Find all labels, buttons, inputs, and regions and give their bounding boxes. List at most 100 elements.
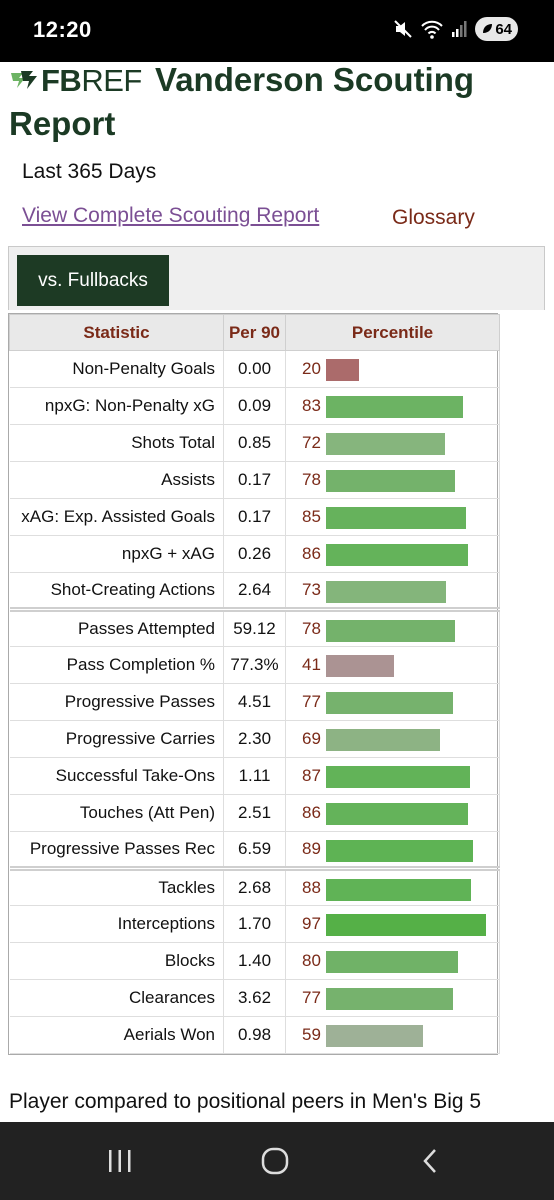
stat-per90: 3.62 — [223, 979, 286, 1017]
stat-name[interactable]: Shots Total — [9, 424, 224, 462]
stat-name[interactable]: Passes Attempted — [9, 607, 224, 647]
stat-name[interactable]: Touches (Att Pen) — [9, 794, 224, 832]
stat-percentile-cell: 80 — [285, 942, 500, 980]
header-percentile[interactable]: Percentile — [285, 314, 500, 351]
stat-per90: 2.51 — [223, 794, 286, 832]
status-bar: 12:20 64 — [0, 0, 554, 62]
stat-name[interactable]: Interceptions — [9, 905, 224, 943]
stat-per90: 1.40 — [223, 942, 286, 980]
table-row: xAG: Exp. Assisted Goals 0.17 85 — [9, 498, 500, 536]
stat-name[interactable]: Aerials Won — [9, 1016, 224, 1054]
stat-name[interactable]: Tackles — [9, 866, 224, 906]
percentile-bar — [326, 988, 453, 1010]
stat-name[interactable]: Progressive Passes — [9, 683, 224, 721]
stat-percentile-cell: 87 — [285, 757, 500, 795]
percentile-value: 86 — [302, 544, 321, 563]
stat-percentile-cell: 86 — [285, 794, 500, 832]
table-row: Clearances 3.62 77 — [9, 979, 500, 1017]
tab-vs-fullbacks[interactable]: vs. Fullbacks — [17, 255, 169, 306]
percentile-value: 78 — [302, 619, 321, 638]
stat-per90: 6.59 — [223, 831, 286, 869]
percentile-bar — [326, 655, 394, 677]
stat-name[interactable]: Pass Completion % — [9, 646, 224, 684]
percentile-bar — [326, 840, 473, 862]
percentile-bar — [326, 507, 466, 529]
stat-percentile-cell: 78 — [285, 461, 500, 499]
percentile-bar — [326, 581, 446, 603]
recent-apps-icon[interactable] — [98, 1142, 142, 1180]
fbref-logo[interactable]: FBREF — [9, 59, 142, 102]
page-title: FBREF Vanderson Scouting Report — [9, 58, 549, 145]
percentile-value: 41 — [302, 655, 321, 674]
home-icon[interactable] — [253, 1142, 297, 1180]
stat-name[interactable]: Blocks — [9, 942, 224, 980]
stat-percentile-cell: 73 — [285, 572, 500, 610]
stat-name[interactable]: npxG + xAG — [9, 535, 224, 573]
comparison-filter: vs. Fullbacks — [8, 246, 545, 310]
stat-percentile-cell: 86 — [285, 535, 500, 573]
percentile-value: 73 — [302, 580, 321, 599]
battery-indicator: 64 — [475, 17, 518, 41]
table-row: Progressive Passes Rec 6.59 89 — [9, 831, 500, 869]
percentile-bar — [326, 729, 440, 751]
table-header-row: Statistic Per 90 Percentile — [9, 314, 500, 351]
stat-name[interactable]: Shot-Creating Actions — [9, 572, 224, 610]
table-row: Assists 0.17 78 — [9, 461, 500, 499]
period-label: Last 365 Days — [22, 160, 157, 183]
stat-percentile-cell: 83 — [285, 387, 500, 425]
percentile-bar — [326, 620, 455, 642]
view-complete-report-link[interactable]: View Complete Scouting Report — [22, 204, 320, 227]
percentile-value: 89 — [302, 839, 321, 858]
table-row: Shot-Creating Actions 2.64 73 — [9, 572, 500, 610]
stat-per90: 0.09 — [223, 387, 286, 425]
comparison-note: Player compared to positional peers in M… — [9, 1090, 482, 1113]
table-row: Non-Penalty Goals 0.00 20 — [9, 350, 500, 388]
percentile-bar — [326, 803, 468, 825]
stat-per90: 0.26 — [223, 535, 286, 573]
fbref-ball-icon — [11, 71, 37, 89]
header-statistic[interactable]: Statistic — [9, 314, 224, 351]
stat-name[interactable]: xAG: Exp. Assisted Goals — [9, 498, 224, 536]
glossary-link[interactable]: Glossary — [392, 206, 475, 229]
stat-per90: 77.3% — [223, 646, 286, 684]
percentile-value: 69 — [302, 729, 321, 748]
table-row: Interceptions 1.70 97 — [9, 905, 500, 943]
percentile-value: 78 — [302, 470, 321, 489]
status-icons: 64 — [393, 17, 518, 41]
back-icon[interactable] — [408, 1142, 452, 1180]
percentile-value: 72 — [302, 433, 321, 452]
stat-per90: 2.68 — [223, 866, 286, 906]
stat-name[interactable]: Assists — [9, 461, 224, 499]
mute-icon — [393, 19, 413, 39]
fbref-logo-text: FBREF — [41, 62, 142, 98]
stat-name[interactable]: Successful Take-Ons — [9, 757, 224, 795]
stat-name[interactable]: Clearances — [9, 979, 224, 1017]
percentile-bar — [326, 433, 445, 455]
percentile-bar — [326, 766, 470, 788]
wifi-icon — [421, 19, 444, 39]
table-row: Touches (Att Pen) 2.51 86 — [9, 794, 500, 832]
percentile-value: 77 — [302, 988, 321, 1007]
stat-percentile-cell: 20 — [285, 350, 500, 388]
percentile-value: 97 — [302, 914, 321, 933]
table-row: Shots Total 0.85 72 — [9, 424, 500, 462]
stat-per90: 0.85 — [223, 424, 286, 462]
stat-per90: 4.51 — [223, 683, 286, 721]
stat-name[interactable]: Non-Penalty Goals — [9, 350, 224, 388]
table-row: Progressive Carries 2.30 69 — [9, 720, 500, 758]
percentile-bar — [326, 396, 463, 418]
stat-per90: 2.64 — [223, 572, 286, 610]
stat-per90: 2.30 — [223, 720, 286, 758]
stat-name[interactable]: npxG: Non-Penalty xG — [9, 387, 224, 425]
stat-name[interactable]: Progressive Passes Rec — [9, 831, 224, 869]
table-row: Blocks 1.40 80 — [9, 942, 500, 980]
percentile-bar — [326, 951, 458, 973]
table-row: Passes Attempted 59.12 78 — [9, 607, 500, 647]
header-per90[interactable]: Per 90 — [223, 314, 286, 351]
table-row: Aerials Won 0.98 59 — [9, 1016, 500, 1054]
stat-percentile-cell: 77 — [285, 683, 500, 721]
table-row: npxG + xAG 0.26 86 — [9, 535, 500, 573]
table-body: Non-Penalty Goals 0.00 20 npxG: Non-Penalty… — [9, 350, 500, 1054]
stat-name[interactable]: Progressive Carries — [9, 720, 224, 758]
percentile-bar — [326, 879, 471, 901]
